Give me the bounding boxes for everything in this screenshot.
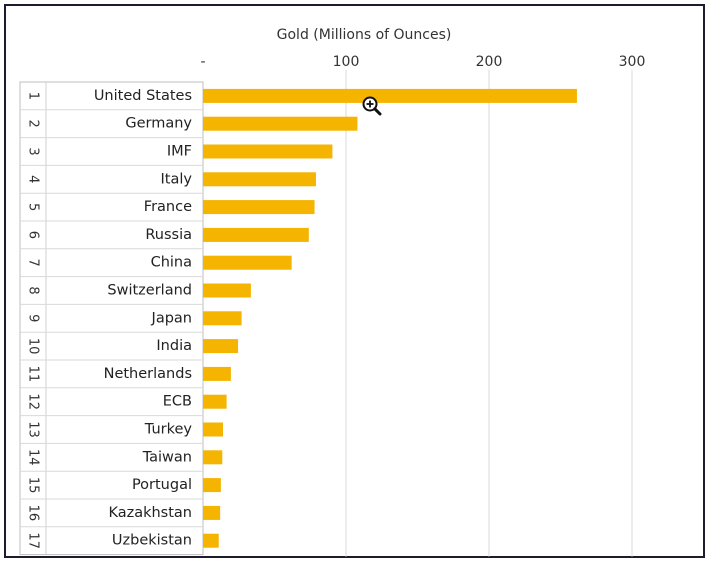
rank-label: 4 xyxy=(26,175,41,183)
zoom-in-icon xyxy=(362,96,382,116)
chart-title: Gold (Millions of Ounces) xyxy=(277,27,452,43)
rank-label: 15 xyxy=(26,477,41,494)
category-label: India xyxy=(156,338,192,354)
bar xyxy=(203,227,309,242)
bar xyxy=(203,144,333,159)
bars xyxy=(203,88,577,548)
category-label: Turkey xyxy=(144,422,193,438)
bar xyxy=(203,255,292,270)
rank-label: 7 xyxy=(26,259,41,267)
category-label: Switzerland xyxy=(107,283,192,299)
bar xyxy=(203,394,227,409)
category-table: 1 United States 2 Germany 3 IMF 4 Italy 5 France 6… xyxy=(19,81,204,556)
rank-label: 6 xyxy=(26,231,41,239)
rank-label: 2 xyxy=(26,120,41,128)
category-label: IMF xyxy=(167,144,192,160)
rank-label: 10 xyxy=(26,338,41,355)
bar xyxy=(203,339,239,354)
rank-label: 5 xyxy=(26,203,41,211)
bar xyxy=(203,283,251,298)
bar xyxy=(203,172,316,187)
category-label: Japan xyxy=(151,310,192,326)
category-label: Uzbekistan xyxy=(112,533,192,549)
rank-label: 11 xyxy=(26,366,41,383)
rank-label: 8 xyxy=(26,286,41,294)
x-axis-ticks: - 100 200 300 xyxy=(200,54,645,70)
category-label: Germany xyxy=(125,116,192,132)
x-tick-label: 300 xyxy=(619,54,646,70)
category-label: Italy xyxy=(161,171,193,187)
bar xyxy=(203,366,231,381)
bar-chart: Gold (Millions of Ounces) 1 United States… xyxy=(19,27,645,557)
category-label: Netherlands xyxy=(104,366,192,382)
rank-label: 14 xyxy=(26,449,41,466)
grid-lines xyxy=(345,70,633,557)
category-label: Taiwan xyxy=(142,449,192,465)
category-label: ECB xyxy=(163,394,192,410)
bar xyxy=(203,450,223,465)
bar xyxy=(203,505,221,520)
category-label: United States xyxy=(94,88,192,104)
bar xyxy=(203,200,315,215)
category-label: Portugal xyxy=(132,477,192,493)
bar xyxy=(203,533,219,548)
category-label: Kazakhstan xyxy=(108,505,192,521)
rank-label: 9 xyxy=(26,314,41,322)
rank-label: 17 xyxy=(26,532,41,549)
x-tick-label: 200 xyxy=(476,54,503,70)
category-label: Russia xyxy=(145,227,192,243)
x-tick-label: 100 xyxy=(333,54,360,70)
bar xyxy=(203,116,358,131)
rank-label: 12 xyxy=(26,393,41,410)
rank-label: 3 xyxy=(26,147,41,155)
x-tick-label: - xyxy=(200,54,205,70)
bar xyxy=(203,422,224,437)
rank-label: 16 xyxy=(25,505,40,522)
bar xyxy=(203,311,242,326)
rank-label: 1 xyxy=(26,92,41,100)
category-label: China xyxy=(151,255,192,271)
bar xyxy=(203,88,577,103)
rank-label: 13 xyxy=(26,421,41,438)
category-label: France xyxy=(144,199,192,215)
bar xyxy=(203,478,221,493)
chart-frame: Gold (Millions of Ounces) 1 United States… xyxy=(4,4,705,558)
